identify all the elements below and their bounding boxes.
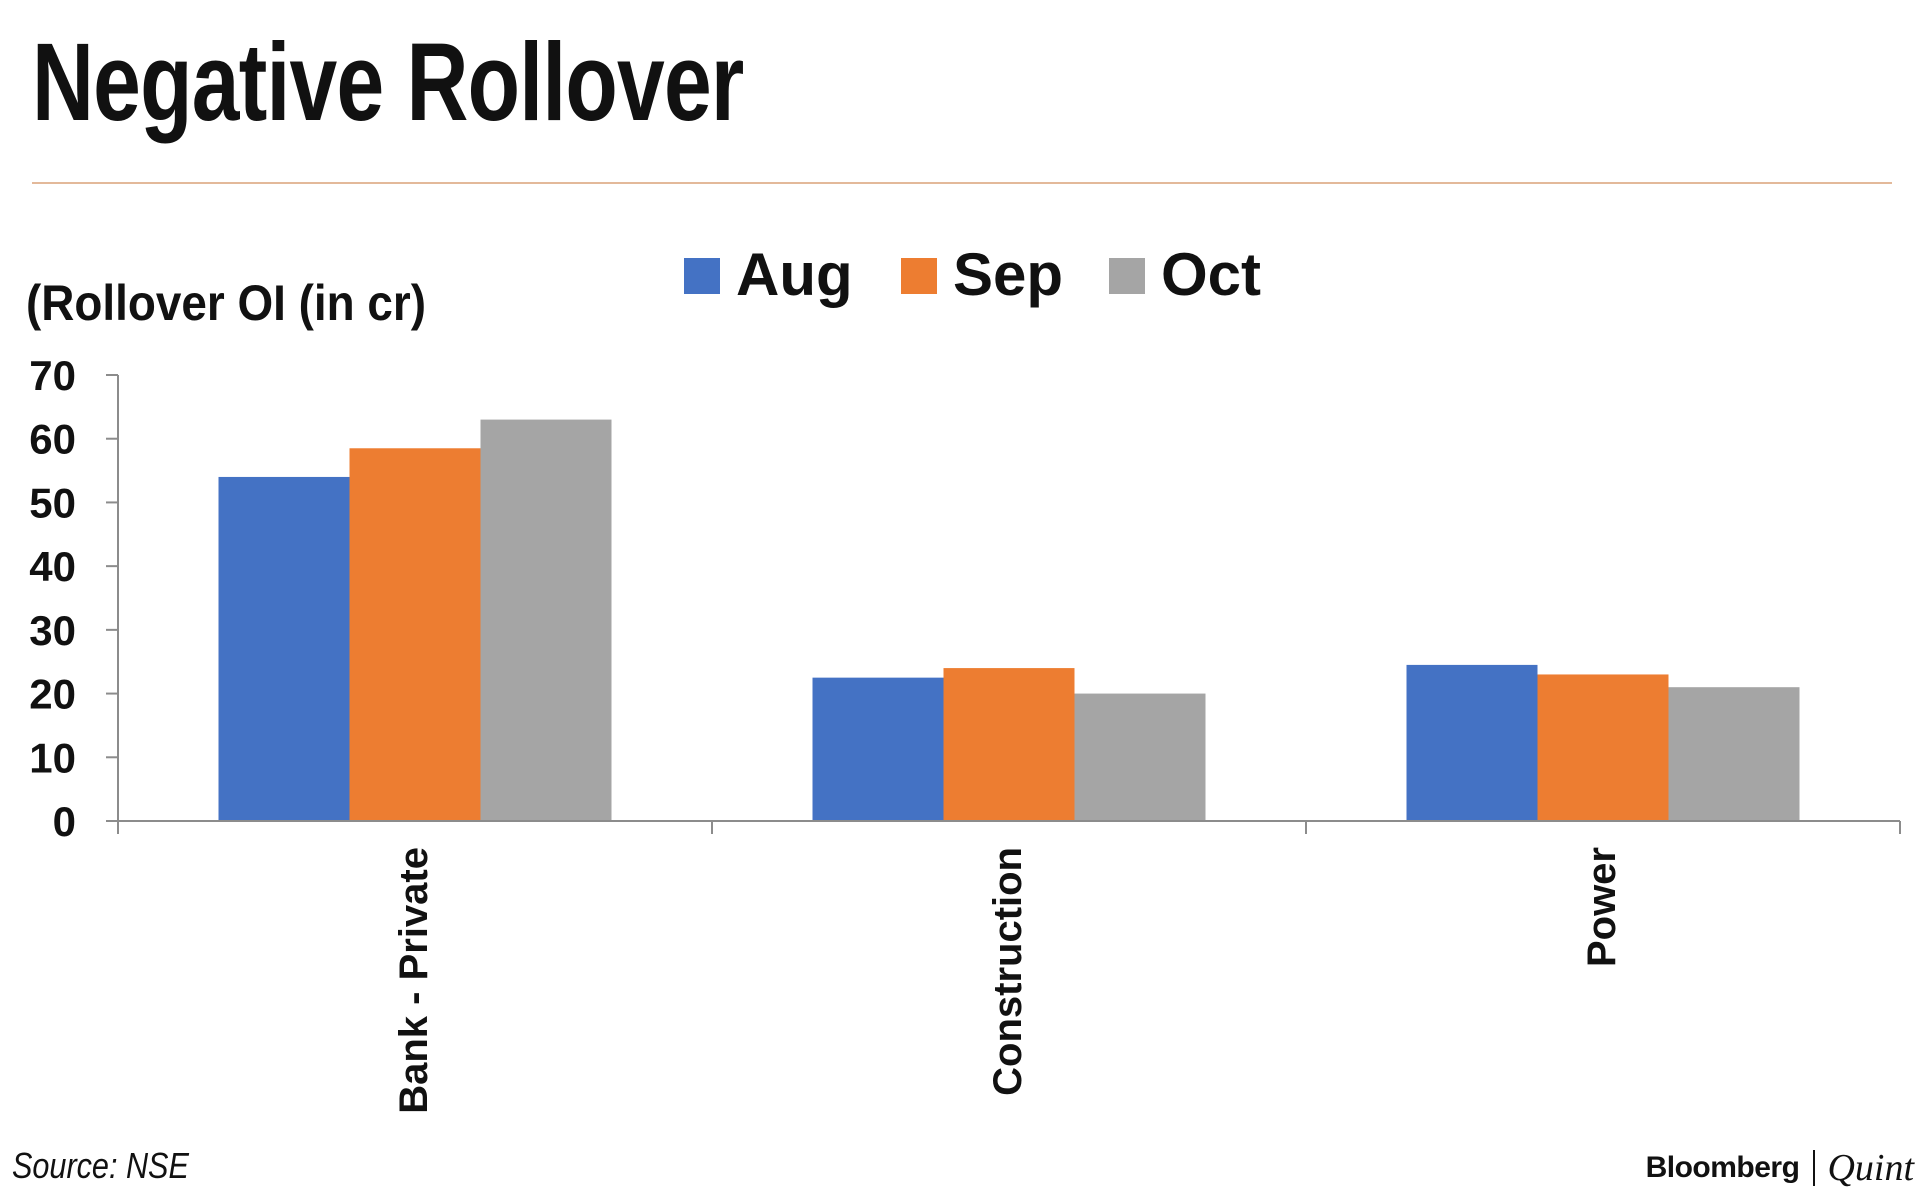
y-tick-label: 20	[29, 671, 76, 718]
bar-oct-construction	[1074, 693, 1206, 821]
y-tick-label: 10	[29, 734, 76, 781]
y-tick-label: 30	[29, 607, 76, 654]
legend-label-sep: Sep	[953, 241, 1063, 308]
legend-label-oct: Oct	[1161, 241, 1261, 308]
legend-label-aug: Aug	[736, 241, 853, 308]
bar-aug-power	[1406, 664, 1538, 821]
x-tick-label: Power	[1580, 847, 1624, 967]
y-tick-label: 40	[29, 543, 76, 590]
y-axis-label: (Rollover OI (in cr)	[26, 275, 426, 331]
bar-sep-construction	[943, 668, 1075, 821]
x-tick-label: Bank - Private	[392, 847, 436, 1114]
bar-oct-power	[1668, 687, 1800, 821]
brand-separator	[1813, 1150, 1816, 1186]
bar-group	[218, 419, 1800, 821]
x-axis: Bank - Private Construction Power	[117, 820, 1901, 1114]
bar-sep-bank-private	[349, 448, 481, 821]
title-divider	[32, 182, 1892, 184]
y-tick-label: 50	[29, 479, 76, 526]
source-note: Source: NSE	[12, 1145, 189, 1186]
bar-aug-bank-private	[218, 476, 350, 821]
chart-title: Negative Rollover	[32, 21, 744, 144]
y-axis: 0 10 20 30 40 50 60 70	[29, 352, 119, 845]
brand-name-primary: Bloomberg	[1645, 1151, 1800, 1184]
y-tick-label: 0	[53, 798, 76, 845]
brand-logo: Bloomberg Quint	[1646, 1146, 1914, 1190]
bar-oct-bank-private	[480, 419, 612, 821]
legend-swatch-oct	[1109, 258, 1145, 294]
y-tick-label: 70	[29, 352, 76, 399]
legend-swatch-aug	[684, 258, 720, 294]
x-tick-label: Construction	[986, 847, 1030, 1096]
bar-sep-power	[1537, 674, 1669, 821]
bar-aug-construction	[812, 677, 944, 821]
y-tick-label: 60	[29, 416, 76, 463]
brand-name-secondary: Quint	[1827, 1147, 1914, 1189]
chart-legend: Aug Sep Oct	[684, 241, 1261, 308]
legend-swatch-sep	[901, 258, 937, 294]
